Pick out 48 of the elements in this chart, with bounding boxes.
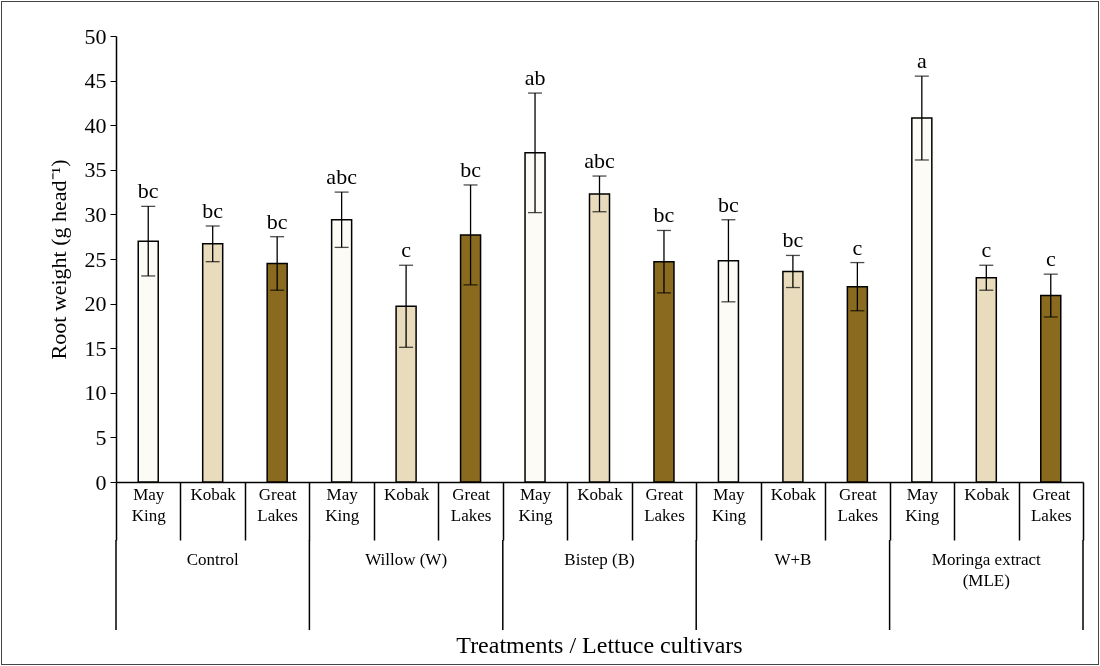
x-tick-label: Kobak <box>964 484 1010 504</box>
y-tick-label: 5 <box>95 424 107 450</box>
y-tick-label: 30 <box>84 201 107 227</box>
y-tick-label: 10 <box>84 380 107 406</box>
data-label: abc <box>584 148 615 174</box>
y-tick-label: 35 <box>84 157 107 183</box>
x-tick-label: May King <box>905 484 940 525</box>
text: Moringa extract (MLE) <box>931 550 1042 590</box>
text: Bistep (B) <box>564 550 635 569</box>
y-axis-title: Root weight (g head⁻¹) <box>45 159 71 360</box>
x-axis-title: Treatments / Lettuce cultivars <box>456 632 743 658</box>
data-label: abc <box>326 164 358 190</box>
x-tick-label: Kobak <box>383 484 430 504</box>
data-label: bc <box>266 208 288 234</box>
text: W+B <box>774 550 812 569</box>
x-tick-label: May King <box>518 484 554 525</box>
y-tick-label: 15 <box>84 335 107 361</box>
data-label: c <box>401 237 412 263</box>
data-label: c <box>852 234 863 260</box>
x-tick-label: Great Lakes <box>837 484 879 525</box>
x-tick-label: Great Lakes <box>644 484 685 525</box>
text: Willow (W) <box>365 550 448 569</box>
y-tick-label: 45 <box>84 68 107 94</box>
data-label: c <box>1045 246 1056 272</box>
text: Control <box>186 550 239 569</box>
data-label: bc <box>137 178 159 204</box>
data-label: ab <box>524 65 546 91</box>
x-tick-label: Great Lakes <box>1030 484 1072 525</box>
y-tick-label: 40 <box>84 112 107 138</box>
x-tick-label: May King <box>131 484 167 525</box>
data-label: bc <box>782 227 804 253</box>
data-label: a <box>916 48 927 74</box>
y-tick-label: 20 <box>84 291 107 317</box>
data-label: bc <box>460 156 482 182</box>
data-label: bc <box>202 198 224 223</box>
data-label: bc <box>718 191 740 217</box>
x-tick-label: Great Lakes <box>450 484 492 525</box>
y-tick-label: 50 <box>84 23 107 49</box>
x-tick-label: Great Lakes <box>257 484 298 525</box>
data-label: bc <box>653 202 675 228</box>
x-tick-label: Kobak <box>770 484 817 504</box>
x-tick-label: Kobak <box>190 484 237 504</box>
x-tick-label: May King <box>711 484 747 525</box>
y-tick-label: 25 <box>84 246 107 272</box>
y-tick-label: 0 <box>95 469 107 495</box>
x-tick-label: Kobak <box>577 484 624 504</box>
x-tick-label: May King <box>325 484 360 525</box>
data-label: c <box>981 237 992 263</box>
